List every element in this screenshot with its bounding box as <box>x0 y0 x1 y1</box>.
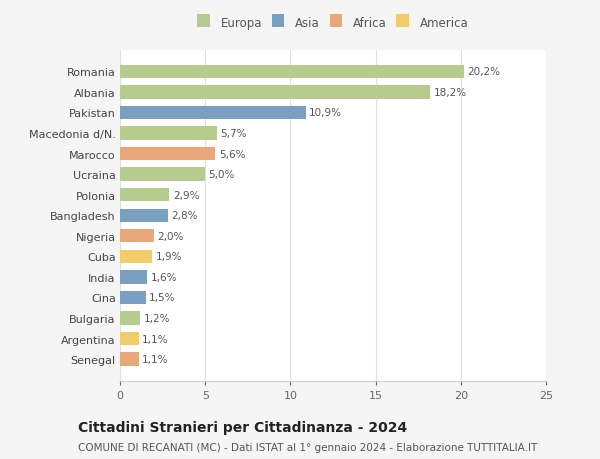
Text: 2,8%: 2,8% <box>171 211 197 221</box>
Bar <box>120 86 430 99</box>
Text: 1,9%: 1,9% <box>156 252 182 262</box>
Bar <box>120 291 146 304</box>
Bar <box>120 250 152 263</box>
Bar <box>120 189 169 202</box>
Bar <box>120 127 217 140</box>
Bar <box>120 106 306 120</box>
Text: 1,1%: 1,1% <box>142 334 169 344</box>
Text: 1,5%: 1,5% <box>149 293 175 303</box>
Text: 1,6%: 1,6% <box>151 272 177 282</box>
Bar <box>120 209 168 223</box>
Text: 10,9%: 10,9% <box>309 108 342 118</box>
Text: 5,7%: 5,7% <box>221 129 247 139</box>
Bar <box>120 147 215 161</box>
Bar <box>120 312 140 325</box>
Bar <box>120 168 205 181</box>
Text: 1,1%: 1,1% <box>142 354 169 364</box>
Legend: Europa, Asia, Africa, America: Europa, Asia, Africa, America <box>197 17 469 30</box>
Bar <box>120 353 139 366</box>
Text: 20,2%: 20,2% <box>467 67 500 77</box>
Text: 5,0%: 5,0% <box>209 170 235 180</box>
Text: Cittadini Stranieri per Cittadinanza - 2024: Cittadini Stranieri per Cittadinanza - 2… <box>78 420 407 434</box>
Bar <box>120 332 139 346</box>
Text: 18,2%: 18,2% <box>434 88 467 98</box>
Text: 5,6%: 5,6% <box>219 149 245 159</box>
Text: 1,2%: 1,2% <box>144 313 170 323</box>
Bar <box>120 66 464 79</box>
Bar <box>120 230 154 243</box>
Bar <box>120 271 147 284</box>
Text: 2,0%: 2,0% <box>157 231 184 241</box>
Text: 2,9%: 2,9% <box>173 190 199 200</box>
Text: COMUNE DI RECANATI (MC) - Dati ISTAT al 1° gennaio 2024 - Elaborazione TUTTITALI: COMUNE DI RECANATI (MC) - Dati ISTAT al … <box>78 442 537 452</box>
